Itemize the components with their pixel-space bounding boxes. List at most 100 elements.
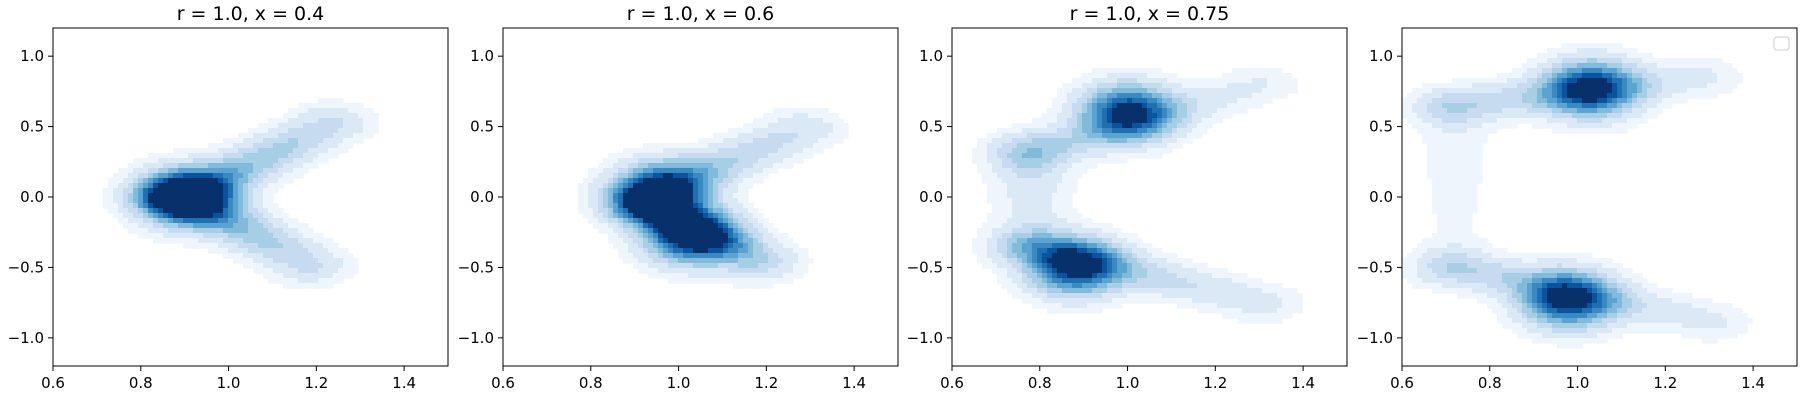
density-cell	[718, 208, 724, 214]
density-cell	[253, 208, 259, 214]
density-cell	[233, 208, 239, 214]
density-cell	[818, 108, 824, 114]
density-cell	[1152, 68, 1158, 74]
density-cell	[1267, 73, 1273, 79]
density-cell	[173, 218, 179, 224]
density-cell	[618, 233, 624, 239]
density-cell	[328, 148, 334, 154]
density-cell	[758, 178, 764, 184]
density-cell	[238, 248, 244, 254]
density-cell	[1487, 303, 1493, 309]
density-cell	[783, 263, 789, 269]
density-cell	[1172, 278, 1178, 284]
density-cell	[148, 198, 154, 204]
density-cell	[703, 263, 709, 269]
density-cell	[1122, 83, 1128, 89]
density-cell	[1132, 253, 1138, 259]
density-cell	[343, 273, 349, 279]
density-cell	[218, 198, 224, 204]
density-cell	[1127, 263, 1133, 269]
density-cell	[258, 268, 264, 274]
density-cell	[1152, 118, 1158, 124]
density-cell	[1262, 318, 1268, 324]
density-cell	[1457, 103, 1463, 109]
density-cell	[253, 243, 259, 249]
density-cell	[618, 188, 624, 194]
density-cell	[1542, 73, 1548, 79]
density-cell	[778, 238, 784, 244]
density-cell	[1457, 288, 1463, 294]
density-cell	[213, 208, 219, 214]
density-cell	[718, 253, 724, 259]
density-cell	[828, 143, 834, 149]
density-cell	[643, 223, 649, 229]
density-cell	[1477, 83, 1483, 89]
density-cell	[1017, 168, 1023, 174]
density-cell	[1152, 288, 1158, 294]
density-cell	[1177, 303, 1183, 309]
density-cell	[1047, 263, 1053, 269]
density-cell	[1542, 63, 1548, 69]
density-cell	[213, 148, 219, 154]
density-cell	[198, 213, 204, 219]
density-cell	[1467, 98, 1473, 104]
density-cell	[183, 188, 189, 194]
density-cell	[1122, 93, 1128, 99]
density-cell	[1517, 78, 1523, 84]
density-cell	[1097, 263, 1103, 269]
density-cell	[1182, 93, 1188, 99]
density-cell	[593, 193, 599, 199]
density-cell	[1012, 218, 1018, 224]
density-cell	[1147, 253, 1153, 259]
density-cell	[673, 243, 679, 249]
density-cell	[243, 243, 249, 249]
density-cell	[1452, 253, 1458, 259]
density-cell	[1252, 298, 1258, 304]
density-cell	[693, 258, 699, 264]
density-cell	[628, 243, 634, 249]
density-cell	[1017, 243, 1023, 249]
density-cell	[708, 208, 714, 214]
density-cell	[1017, 163, 1023, 169]
density-cell	[1177, 103, 1183, 109]
density-cell	[178, 153, 184, 159]
density-cell	[668, 153, 674, 159]
density-cell	[1272, 78, 1278, 84]
density-cell	[1042, 158, 1048, 164]
density-cell	[1452, 278, 1458, 284]
density-cell	[1482, 278, 1488, 284]
density-cell	[1047, 118, 1053, 124]
density-cell	[1172, 98, 1178, 104]
density-cell	[703, 268, 709, 274]
density-cell	[1147, 118, 1153, 124]
density-cell	[768, 128, 774, 134]
density-cell	[1517, 283, 1523, 289]
density-cell	[1112, 83, 1118, 89]
density-cell	[1142, 273, 1148, 279]
density-cell	[1107, 113, 1113, 119]
density-cell	[808, 153, 814, 159]
density-cell	[338, 113, 344, 119]
density-cell	[1102, 108, 1108, 114]
density-cell	[1072, 138, 1078, 144]
density-cell	[758, 158, 764, 164]
density-cell	[1142, 283, 1148, 289]
density-cell	[1237, 303, 1243, 309]
density-cell	[363, 113, 369, 119]
density-cell	[273, 188, 279, 194]
density-cell	[1517, 113, 1523, 119]
density-cell	[1012, 128, 1018, 134]
density-cell	[1452, 223, 1458, 229]
density-cell	[308, 133, 314, 139]
density-cell	[1022, 233, 1028, 239]
density-cell	[223, 253, 229, 259]
density-cell	[683, 208, 689, 214]
density-cell	[773, 118, 779, 124]
density-cell	[758, 243, 764, 249]
density-cell	[1122, 233, 1128, 239]
density-cell	[1482, 138, 1488, 144]
density-cell	[1097, 158, 1103, 164]
density-cell	[638, 248, 644, 254]
density-cell	[1032, 128, 1038, 134]
density-cell	[303, 113, 309, 119]
